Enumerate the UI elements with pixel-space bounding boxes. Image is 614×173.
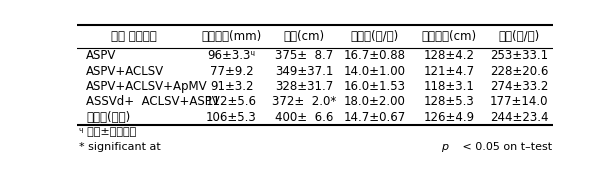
Text: ᶣ 평균±표준오차: ᶣ 평균±표준오차 xyxy=(79,127,136,137)
Text: ASPV+ACLSV+ApMV: ASPV+ACLSV+ApMV xyxy=(86,80,208,93)
Text: 400±  6.6: 400± 6.6 xyxy=(275,111,333,124)
Text: 112±5.6: 112±5.6 xyxy=(206,95,257,108)
Text: 감염 바이러스: 감염 바이러스 xyxy=(111,30,157,43)
Text: 수량(개/주): 수량(개/주) xyxy=(499,30,540,43)
Text: 14.7±0.67: 14.7±0.67 xyxy=(344,111,406,124)
Text: 274±33.2: 274±33.2 xyxy=(490,80,548,93)
Text: 91±3.2: 91±3.2 xyxy=(210,80,254,93)
Text: 128±5.3: 128±5.3 xyxy=(424,95,475,108)
Text: ASPV: ASPV xyxy=(86,49,116,62)
Text: < 0.05 on t–test: < 0.05 on t–test xyxy=(459,142,553,152)
Text: 주간직경(mm): 주간직경(mm) xyxy=(201,30,262,43)
Text: 228±20.6: 228±20.6 xyxy=(490,65,548,78)
Text: 253±33.1: 253±33.1 xyxy=(491,49,548,62)
Text: 96±3.3ᶣ: 96±3.3ᶣ xyxy=(208,49,255,62)
Text: p: p xyxy=(441,142,448,152)
Text: 372±  2.0*: 372± 2.0* xyxy=(273,95,336,108)
Text: 244±23.4: 244±23.4 xyxy=(490,111,548,124)
Text: 128±4.2: 128±4.2 xyxy=(424,49,475,62)
Text: 측지길이(cm): 측지길이(cm) xyxy=(421,30,476,43)
Text: 126±4.9: 126±4.9 xyxy=(424,111,475,124)
Text: 118±3.1: 118±3.1 xyxy=(424,80,475,93)
Text: 106±5.3: 106±5.3 xyxy=(206,111,257,124)
Text: 328±31.7: 328±31.7 xyxy=(275,80,333,93)
Text: 121±4.7: 121±4.7 xyxy=(424,65,475,78)
Text: 측지수(개/주): 측지수(개/주) xyxy=(351,30,399,43)
Text: 77±9.2: 77±9.2 xyxy=(210,65,254,78)
Text: 수고(cm): 수고(cm) xyxy=(284,30,325,43)
Text: 전전주(대조): 전전주(대조) xyxy=(86,111,130,124)
Text: ASPV+ACLSV: ASPV+ACLSV xyxy=(86,65,164,78)
Text: 375±  8.7: 375± 8.7 xyxy=(275,49,333,62)
Text: ASSVd+  ACLSV+ASPV: ASSVd+ ACLSV+ASPV xyxy=(86,95,220,108)
Text: 16.7±0.88: 16.7±0.88 xyxy=(344,49,406,62)
Text: 18.0±2.00: 18.0±2.00 xyxy=(344,95,406,108)
Text: 349±37.1: 349±37.1 xyxy=(275,65,333,78)
Text: 177±14.0: 177±14.0 xyxy=(490,95,548,108)
Text: 16.0±1.53: 16.0±1.53 xyxy=(344,80,406,93)
Text: * significant at: * significant at xyxy=(79,142,165,152)
Text: 14.0±1.00: 14.0±1.00 xyxy=(344,65,406,78)
